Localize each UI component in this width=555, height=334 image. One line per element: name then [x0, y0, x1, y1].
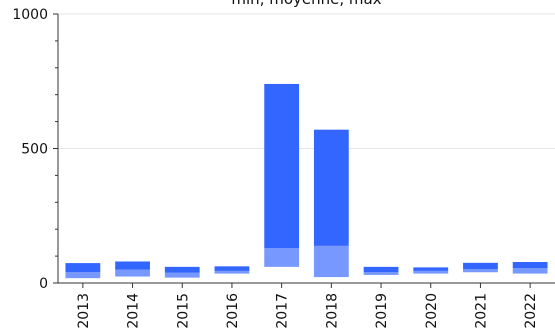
bar-upper-2016 [214, 266, 250, 271]
bar-lower-2021 [463, 269, 498, 273]
x-tick-label-2021: 2021 [473, 293, 489, 329]
bar-lower-2013 [65, 272, 101, 279]
bar-lower-2018 [313, 245, 349, 278]
x-tick-label-2019: 2019 [374, 293, 390, 329]
axes: 0 500 1000 2013 2014 2015 2016 2017 2018 2019 2020… [12, 7, 555, 329]
x-tick-label-2018: 2018 [324, 293, 340, 329]
x-tick-label-2017: 2017 [275, 293, 291, 329]
x-tick-label-2022: 2022 [523, 293, 539, 329]
bars [65, 83, 548, 279]
x-tick-label-2015: 2015 [175, 293, 191, 329]
bar-upper-2020 [413, 267, 449, 271]
bar-upper-2015 [164, 266, 200, 273]
bar-upper-2021 [463, 262, 498, 270]
chart-title: min, moyenne, max [231, 0, 381, 8]
x-tick-label-2014: 2014 [126, 293, 142, 329]
gridlines [58, 13, 555, 284]
bar-upper-2019 [363, 266, 399, 273]
bar-upper-2017 [264, 83, 300, 249]
y-tick-label-500: 500 [21, 142, 48, 158]
x-tick-label-2013: 2013 [76, 293, 92, 329]
bar-upper-2018 [313, 129, 349, 246]
bar-lower-2020 [413, 270, 449, 274]
bar-upper-2014 [115, 261, 150, 270]
y-tick-label-0: 0 [39, 276, 48, 292]
x-tick-label-2016: 2016 [225, 293, 241, 329]
bar-lower-2014 [115, 269, 150, 277]
bar-lower-2017 [264, 248, 300, 267]
bar-lower-2019 [363, 272, 399, 275]
bar-lower-2015 [164, 272, 200, 278]
bar-lower-2016 [214, 270, 250, 274]
bar-lower-2022 [512, 268, 548, 274]
x-tick-label-2020: 2020 [424, 293, 440, 329]
bar-upper-2022 [512, 262, 548, 269]
y-tick-label-1000: 1000 [12, 7, 48, 23]
bar-upper-2013 [65, 263, 101, 273]
